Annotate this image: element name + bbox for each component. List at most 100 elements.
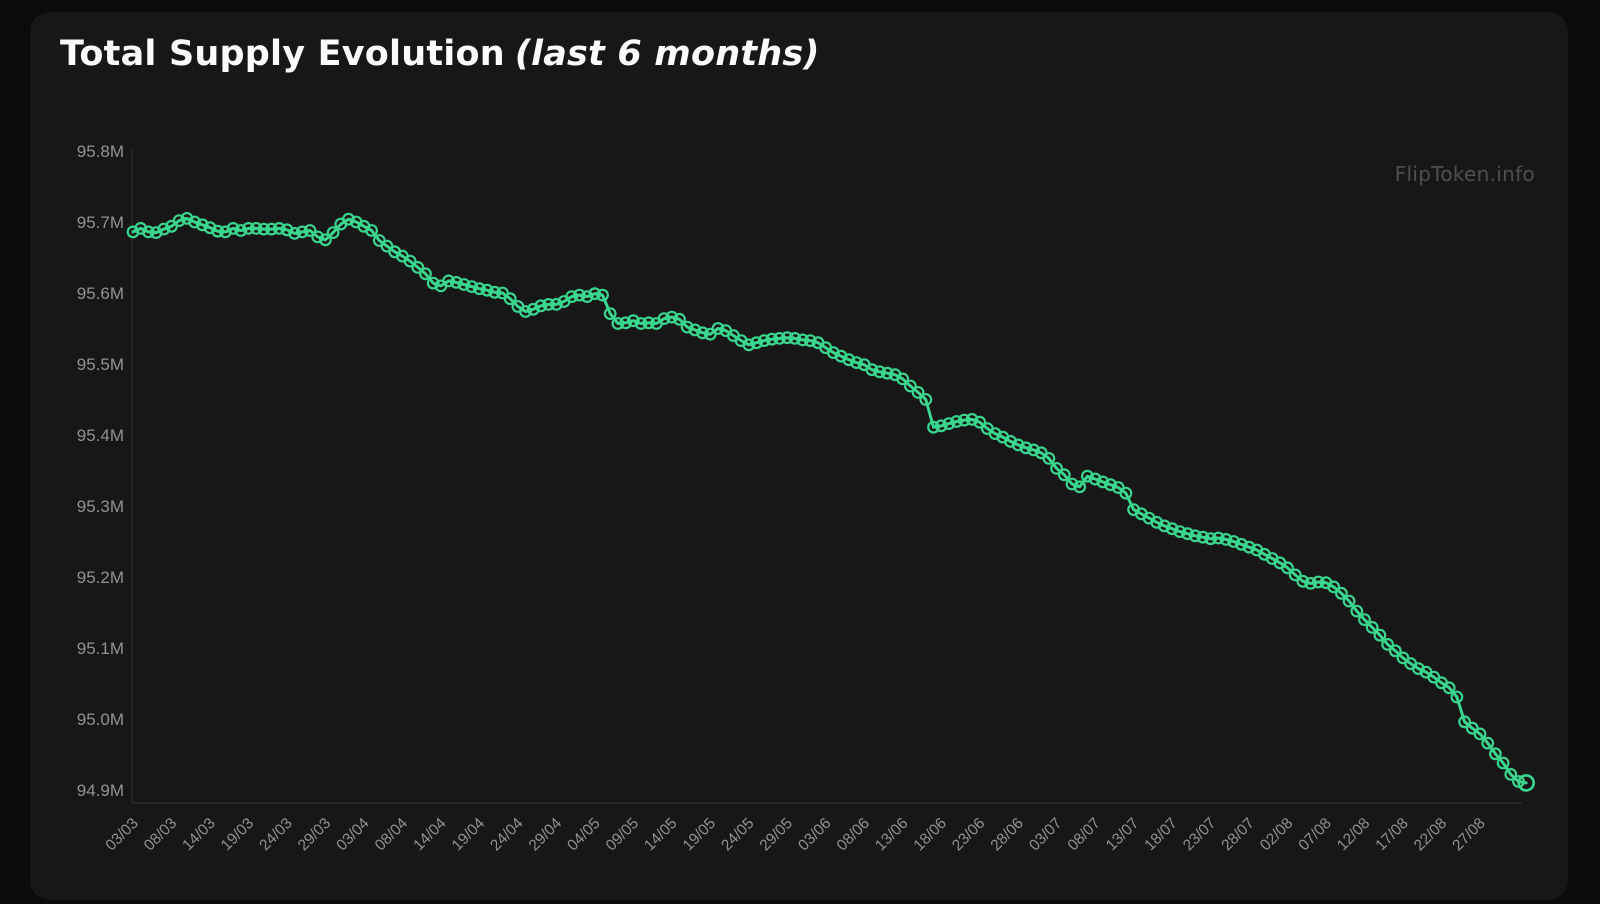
axis-lines xyxy=(131,149,1522,804)
data-point xyxy=(1365,621,1379,634)
data-point xyxy=(1104,478,1117,492)
data-point xyxy=(311,230,325,244)
data-point xyxy=(573,288,586,302)
data-point xyxy=(488,285,502,299)
svg-text:13/07: 13/07 xyxy=(1103,815,1142,854)
data-point xyxy=(1065,477,1079,491)
data-point xyxy=(449,276,463,289)
data-point xyxy=(342,212,355,226)
data-point xyxy=(1342,594,1356,608)
data-point xyxy=(634,317,648,330)
svg-text:27/08: 27/08 xyxy=(1449,815,1488,854)
data-point xyxy=(765,332,779,346)
data-point xyxy=(1088,472,1102,486)
data-point xyxy=(588,287,602,301)
data-point xyxy=(1350,604,1364,618)
data-point xyxy=(580,290,594,304)
data-point xyxy=(272,221,286,235)
data-point xyxy=(688,323,702,337)
data-point xyxy=(696,326,709,340)
data-point xyxy=(950,415,963,428)
data-point xyxy=(1242,540,1256,554)
page-title: Total Supply Evolution (last 6 months) xyxy=(60,34,820,74)
data-point xyxy=(319,233,332,247)
chart-title-suffix: (last 6 months) xyxy=(514,34,820,74)
data-point xyxy=(249,221,263,235)
svg-text:95.8M: 95.8M xyxy=(77,142,124,161)
svg-text:95.7M: 95.7M xyxy=(77,213,124,232)
data-point xyxy=(773,332,786,345)
data-point xyxy=(1488,747,1502,761)
data-point xyxy=(1450,690,1464,704)
data-point xyxy=(303,224,317,237)
data-point xyxy=(934,419,948,433)
data-point xyxy=(1327,580,1341,594)
data-point xyxy=(596,288,609,302)
data-point xyxy=(1181,527,1194,541)
svg-text:29/05: 29/05 xyxy=(757,815,796,854)
data-point xyxy=(411,260,425,274)
data-point xyxy=(1473,727,1487,741)
data-point xyxy=(265,222,278,236)
data-point xyxy=(1373,628,1387,642)
svg-text:13/06: 13/06 xyxy=(872,815,911,854)
svg-text:19/05: 19/05 xyxy=(680,815,719,854)
svg-text:94.9M: 94.9M xyxy=(77,781,124,800)
data-point xyxy=(896,372,910,386)
data-point xyxy=(542,298,555,311)
data-point xyxy=(1281,561,1294,575)
svg-text:18/06: 18/06 xyxy=(911,815,950,854)
svg-text:24/04: 24/04 xyxy=(487,815,527,855)
data-point xyxy=(842,353,856,367)
data-point xyxy=(1481,736,1495,750)
data-point xyxy=(803,334,817,348)
data-point xyxy=(904,379,917,393)
data-point xyxy=(1304,577,1317,590)
series-line xyxy=(131,216,1528,785)
data-point xyxy=(1196,530,1210,544)
data-point xyxy=(927,420,940,434)
data-point xyxy=(365,224,379,237)
data-point xyxy=(503,292,517,306)
data-point xyxy=(1073,480,1087,494)
data-point xyxy=(788,332,802,345)
svg-text:18/07: 18/07 xyxy=(1141,815,1180,854)
svg-text:04/05: 04/05 xyxy=(564,815,603,854)
x-axis-labels: 03/03 08/03 14/03 19/03 24/03 29/03 03/04 08/04… xyxy=(102,815,1488,855)
svg-text:08/04: 08/04 xyxy=(372,815,412,855)
data-point xyxy=(1027,443,1040,457)
data-point xyxy=(880,366,894,380)
data-point xyxy=(480,283,494,297)
data-point xyxy=(157,222,171,236)
data-point xyxy=(973,415,987,429)
svg-text:03/07: 03/07 xyxy=(1026,815,1065,854)
data-point xyxy=(757,334,771,348)
data-point xyxy=(911,386,925,399)
data-point xyxy=(1165,522,1179,536)
svg-text:95.1M: 95.1M xyxy=(77,639,124,658)
data-point xyxy=(403,254,417,268)
data-point xyxy=(172,214,186,228)
data-point xyxy=(603,307,617,321)
data-point xyxy=(195,218,209,232)
data-point xyxy=(1517,774,1535,792)
watermark: FlipToken.info xyxy=(1394,162,1535,186)
data-point xyxy=(457,278,471,291)
svg-text:95.6M: 95.6M xyxy=(77,284,124,303)
data-point xyxy=(657,312,671,326)
data-point xyxy=(426,276,440,290)
data-point xyxy=(1019,441,1033,455)
data-point xyxy=(326,226,340,240)
data-point xyxy=(1504,768,1518,781)
plot-grid xyxy=(132,150,1522,803)
svg-text:08/07: 08/07 xyxy=(1064,815,1103,854)
svg-text:07/08: 07/08 xyxy=(1295,815,1334,854)
data-point xyxy=(1011,438,1025,452)
svg-text:19/03: 19/03 xyxy=(218,815,257,854)
data-point xyxy=(1458,715,1471,729)
svg-text:24/05: 24/05 xyxy=(718,815,757,854)
data-point xyxy=(419,267,432,281)
data-point xyxy=(626,314,640,328)
data-point xyxy=(242,221,255,235)
